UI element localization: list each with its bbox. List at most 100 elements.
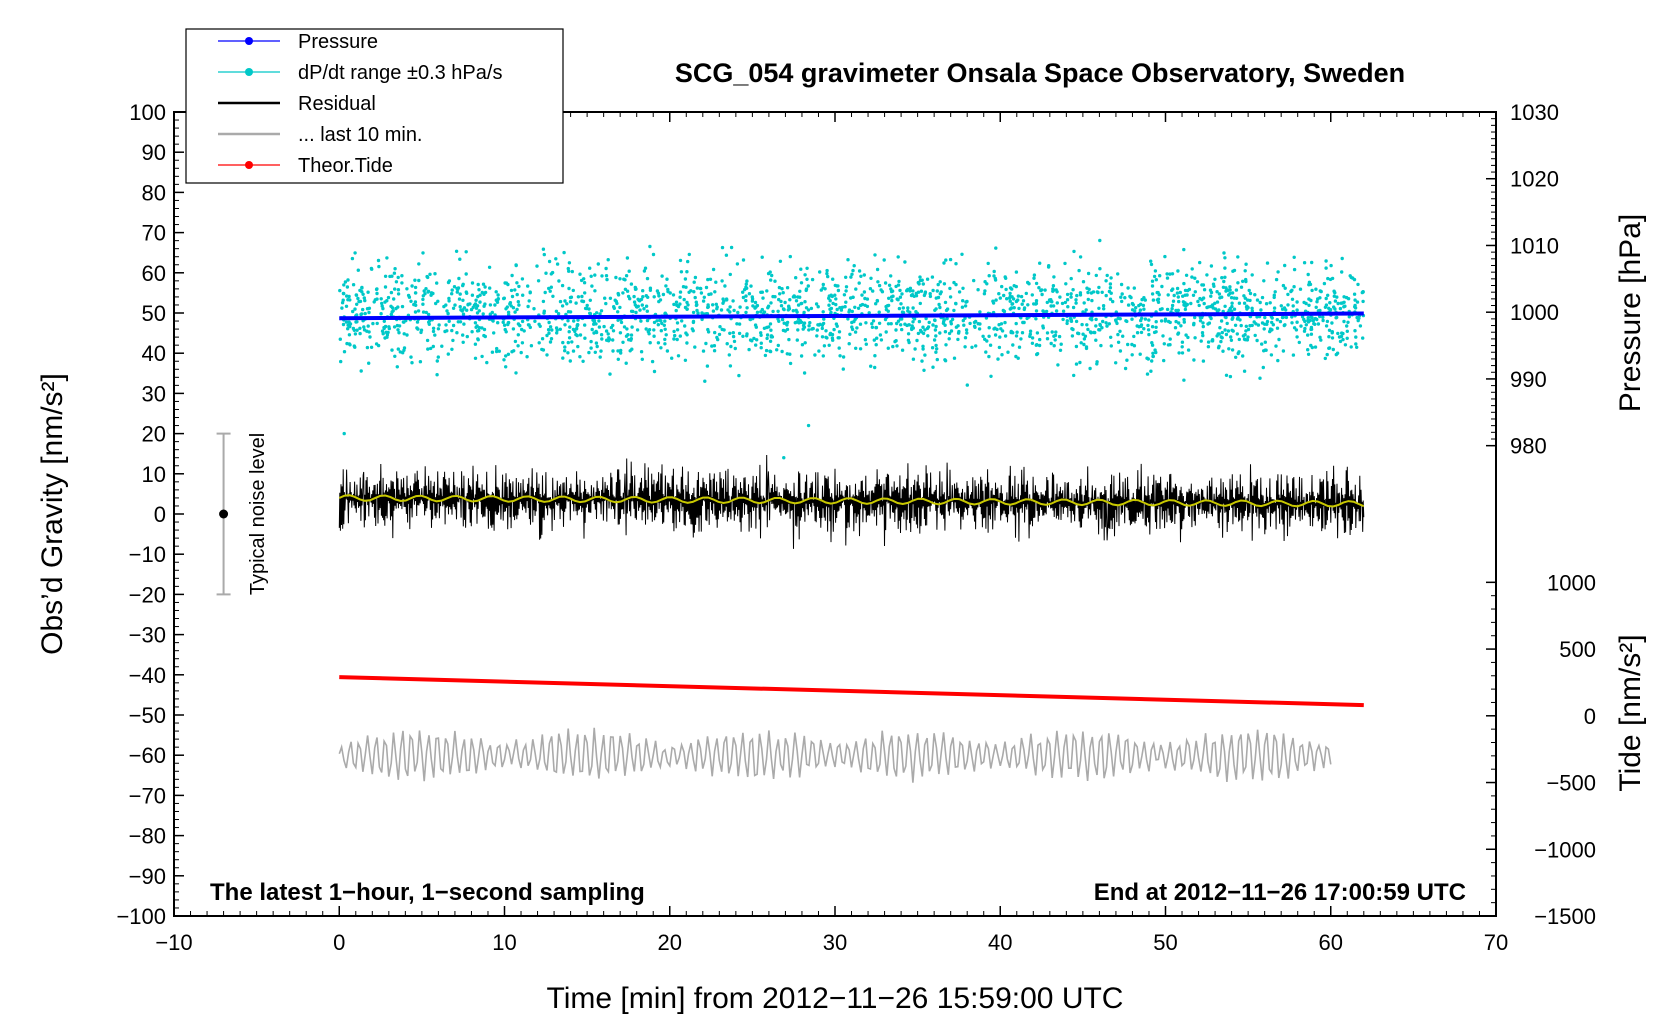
x-tick-label: 70 (1484, 930, 1508, 955)
dpdt-point (392, 325, 397, 329)
dpdt-point (600, 274, 604, 278)
dpdt-point (1255, 298, 1260, 302)
dpdt-point (1202, 301, 1206, 306)
dpdt-point (708, 277, 713, 281)
dpdt-point (986, 261, 990, 266)
dpdt-point (1030, 336, 1035, 340)
legend-item-label: dP/dt range ±0.3 hPa/s (298, 62, 502, 84)
dpdt-point (1280, 307, 1285, 311)
dpdt-point (1324, 303, 1329, 307)
dpdt-point (764, 348, 769, 353)
dpdt-point (664, 284, 668, 288)
dpdt-point (670, 356, 674, 360)
dpdt-point (784, 321, 789, 326)
dpdt-point (994, 298, 998, 302)
dpdt-point (1088, 366, 1092, 371)
dpdt-point (576, 295, 581, 299)
dpdt-point (1032, 276, 1036, 280)
dpdt-point (820, 326, 824, 331)
dpdt-point (728, 331, 732, 335)
dpdt-point (998, 296, 1002, 300)
dpdt-point (1196, 299, 1200, 304)
dpdt-point (618, 277, 622, 281)
dpdt-point (1068, 316, 1073, 321)
dpdt-point (1290, 288, 1294, 292)
dpdt-point (1190, 275, 1194, 279)
dpdt-point (1356, 318, 1360, 323)
dpdt-point (1069, 319, 1074, 323)
dpdt-point (874, 302, 878, 306)
dpdt-point (1086, 297, 1091, 302)
dpdt-point (422, 289, 426, 293)
dpdt-point (1052, 344, 1056, 348)
tide-tick-label: 0 (1584, 704, 1596, 729)
dpdt-point (451, 338, 455, 343)
dpdt-point (387, 326, 391, 331)
dpdt-point (711, 309, 716, 313)
dpdt-point (768, 339, 773, 343)
dpdt-point (624, 361, 628, 365)
dpdt-point (922, 293, 927, 298)
dpdt-point (1355, 315, 1359, 320)
y-tick-label: −10 (129, 542, 166, 567)
dpdt-point (436, 299, 440, 303)
dpdt-point (1244, 262, 1248, 266)
dpdt-point (1284, 315, 1289, 320)
dpdt-point (933, 328, 938, 332)
dpdt-point (514, 263, 518, 267)
dpdt-point (595, 311, 599, 315)
dpdt-point (1340, 270, 1344, 274)
dpdt-point (717, 332, 722, 337)
dpdt-point (738, 305, 742, 309)
dpdt-point (1182, 281, 1186, 286)
noise-bar-label: Typical noise level (247, 433, 269, 595)
dpdt-point (1321, 318, 1325, 323)
dpdt-point (1315, 317, 1319, 322)
dpdt-point (1058, 348, 1063, 352)
dpdt-point (685, 333, 689, 337)
dpdt-point (421, 251, 425, 255)
dpdt-point (487, 265, 492, 269)
dpdt-point (426, 312, 431, 317)
dpdt-point (547, 259, 552, 264)
dpdt-point (581, 359, 585, 363)
dpdt-point (1324, 266, 1328, 270)
dpdt-point (1215, 290, 1219, 294)
dpdt-point (1094, 324, 1098, 328)
dpdt-point (588, 298, 592, 302)
dpdt-point (429, 346, 433, 351)
dpdt-point (427, 322, 431, 326)
dpdt-point (765, 336, 769, 341)
dpdt-point (1137, 303, 1141, 308)
dpdt-point (428, 272, 432, 276)
dpdt-point (846, 258, 850, 262)
dpdt-point (1086, 327, 1090, 332)
dpdt-point (556, 312, 561, 316)
dpdt-point (612, 305, 616, 309)
dpdt-point (444, 323, 448, 327)
dpdt-point (1281, 349, 1286, 353)
dpdt-point (693, 275, 698, 280)
dpdt-point (588, 266, 592, 270)
dpdt-point (1165, 272, 1169, 276)
dpdt-point (461, 312, 466, 316)
legend-swatch-dot (245, 37, 253, 45)
dpdt-point (383, 274, 388, 278)
dpdt-point (992, 269, 996, 274)
dpdt-point (1290, 297, 1295, 301)
dpdt-point (1037, 343, 1042, 348)
dpdt-point (1071, 327, 1075, 332)
dpdt-point (351, 309, 355, 314)
dpdt-point (1034, 317, 1038, 321)
dpdt-point (1322, 281, 1327, 286)
dpdt-point (1200, 298, 1204, 302)
dpdt-point (1119, 282, 1124, 287)
dpdt-point (397, 331, 401, 335)
dpdt-point (1222, 279, 1226, 284)
dpdt-point (476, 282, 480, 287)
dpdt-point (1087, 287, 1091, 291)
dpdt-point (798, 295, 802, 299)
dpdt-point (841, 367, 845, 371)
dpdt-point (931, 323, 935, 327)
dpdt-point (849, 296, 853, 300)
